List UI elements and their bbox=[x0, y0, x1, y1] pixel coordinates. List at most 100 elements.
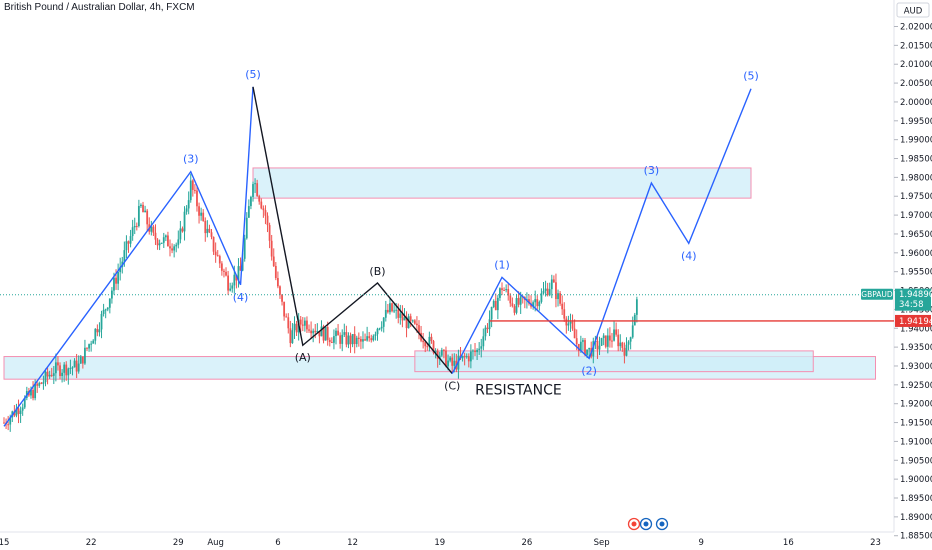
candle-body bbox=[303, 320, 306, 326]
candle-body bbox=[125, 241, 128, 251]
candle-body bbox=[397, 309, 400, 318]
price-tick-label: 1.99000 bbox=[900, 136, 932, 146]
candle-body bbox=[447, 360, 449, 367]
candle-body bbox=[629, 337, 632, 342]
candle-body bbox=[345, 332, 348, 345]
candle-body bbox=[474, 350, 476, 353]
candle-body bbox=[295, 323, 298, 333]
candle-body bbox=[38, 382, 41, 386]
candle-body bbox=[611, 340, 613, 342]
candle-body bbox=[621, 342, 624, 348]
time-tick-label: 19 bbox=[434, 538, 445, 548]
candle-body bbox=[291, 330, 294, 344]
candle-body bbox=[84, 347, 86, 364]
candle-body bbox=[119, 266, 122, 273]
candle-body bbox=[488, 319, 491, 330]
candle-body bbox=[21, 407, 24, 411]
candle-body bbox=[382, 317, 385, 327]
candle-body bbox=[511, 303, 514, 307]
candle-body bbox=[239, 266, 242, 271]
candle-body bbox=[606, 335, 609, 347]
candle-body bbox=[436, 350, 439, 359]
candle-body bbox=[548, 289, 551, 296]
waves-layer: (3) (4) (5) (A) (B) (C) (1) (2) (3) (4) (5) bbox=[3, 68, 759, 427]
candle-body bbox=[503, 289, 505, 291]
candle-body bbox=[563, 309, 566, 319]
candle-body bbox=[584, 340, 586, 355]
candle-body bbox=[77, 363, 80, 372]
time-axis[interactable]: 15 22 29 Aug 6 12 19 26 Sep 9 16 23 bbox=[0, 531, 894, 548]
candle-body bbox=[117, 272, 120, 284]
candle-body bbox=[542, 290, 545, 294]
chart-title: British Pound / Australian Dollar, 4h, F… bbox=[4, 2, 195, 13]
candle-body bbox=[106, 307, 109, 310]
candle-body bbox=[23, 397, 26, 408]
candle-body bbox=[183, 211, 186, 232]
candle-body bbox=[266, 215, 269, 226]
price-axis[interactable]: AUD 2.02000 2.01500 2.01000 2.00500 2.00000 1.… bbox=[893, 0, 932, 542]
candle-body bbox=[171, 248, 173, 251]
candle-body bbox=[440, 349, 443, 356]
candle-body bbox=[160, 242, 163, 244]
candle-body bbox=[216, 255, 219, 257]
wave-label-3: (3) bbox=[183, 153, 199, 166]
candle-body bbox=[75, 360, 78, 372]
candle-body bbox=[613, 329, 615, 341]
price-tick-label: 1.91500 bbox=[900, 419, 932, 429]
candle-body bbox=[619, 342, 622, 347]
candle-body bbox=[405, 317, 408, 329]
candle-body bbox=[409, 316, 412, 321]
candle-body bbox=[395, 309, 398, 311]
wave-label-a: (A) bbox=[295, 351, 311, 364]
candle-body bbox=[451, 357, 454, 366]
candle-body bbox=[54, 362, 57, 374]
candle-body bbox=[478, 348, 481, 350]
price-tick-label: 1.92000 bbox=[900, 400, 932, 410]
candle-body bbox=[252, 184, 254, 197]
candle-body bbox=[293, 323, 296, 331]
candle-body bbox=[100, 313, 103, 330]
candle-body bbox=[588, 347, 591, 350]
horizontal-line-badge bbox=[895, 314, 931, 327]
candle-body bbox=[482, 336, 485, 347]
candle-body bbox=[30, 389, 32, 396]
horizontal-line-label: 1.94194 bbox=[899, 317, 932, 327]
candle-body bbox=[17, 408, 20, 414]
candle-body bbox=[264, 210, 267, 216]
correction-wave-line bbox=[252, 86, 453, 374]
candle-body bbox=[507, 289, 510, 296]
candle-body bbox=[158, 243, 161, 246]
price-tick-label: 1.92500 bbox=[900, 381, 932, 391]
candle-body bbox=[137, 206, 140, 227]
candle-body bbox=[472, 350, 474, 352]
candle-body bbox=[469, 351, 472, 362]
flag-event-icon-dot bbox=[643, 521, 649, 527]
candle-body bbox=[301, 324, 304, 326]
candle-body bbox=[191, 180, 194, 190]
candle-body bbox=[50, 374, 53, 376]
zone-3 bbox=[414, 350, 814, 373]
price-tick-label: 1.97000 bbox=[900, 211, 932, 221]
zones-layer bbox=[3, 167, 876, 380]
time-tick-label: 15 bbox=[0, 538, 9, 548]
candle-body bbox=[370, 338, 373, 341]
candle-body bbox=[262, 208, 265, 211]
candle-body bbox=[115, 277, 117, 284]
price-tick-label: 1.94000 bbox=[900, 324, 932, 334]
candle-body bbox=[364, 339, 366, 341]
candle-body bbox=[123, 250, 126, 262]
candle-body bbox=[94, 328, 97, 341]
candle-body bbox=[15, 408, 18, 416]
candle-body bbox=[42, 382, 45, 384]
candle-body bbox=[69, 367, 72, 369]
candle-body bbox=[167, 235, 169, 247]
candle-body bbox=[34, 383, 37, 399]
candle-body bbox=[575, 338, 578, 344]
candle-body bbox=[513, 306, 516, 313]
candle-body bbox=[355, 337, 358, 345]
wave-label-3-projected: (3) bbox=[644, 164, 660, 177]
candle-body bbox=[362, 339, 364, 342]
price-tick-label: 1.99500 bbox=[900, 117, 932, 127]
time-tick-label: 16 bbox=[783, 538, 794, 548]
